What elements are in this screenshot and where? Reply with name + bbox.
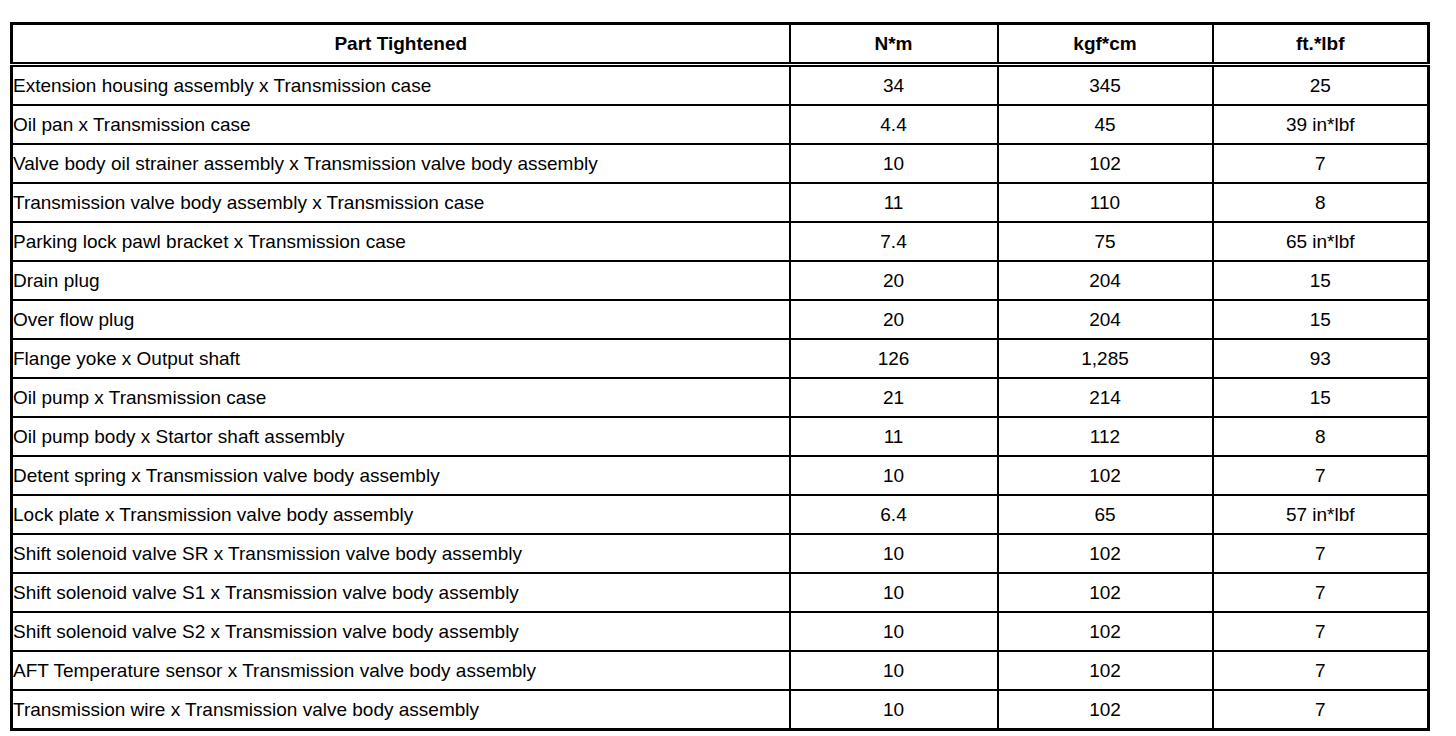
- nm-value-cell: 11: [790, 417, 998, 456]
- nm-value-cell: 20: [790, 261, 998, 300]
- kgfcm-value-cell: 345: [998, 65, 1213, 106]
- ftlbf-value-cell: 7: [1213, 651, 1429, 690]
- ftlbf-value-cell: 7: [1213, 534, 1429, 573]
- nm-value-cell: 10: [790, 573, 998, 612]
- part-tightened-cell: Oil pan x Transmission case: [12, 105, 790, 144]
- kgfcm-value-cell: 102: [998, 612, 1213, 651]
- kgfcm-value-cell: 204: [998, 261, 1213, 300]
- kgfcm-value-cell: 102: [998, 456, 1213, 495]
- kgfcm-value-cell: 75: [998, 222, 1213, 261]
- part-tightened-cell: Drain plug: [12, 261, 790, 300]
- col-header-ftlbf: ft.*lbf: [1213, 24, 1429, 65]
- table-row: Shift solenoid valve SR x Transmission v…: [12, 534, 1429, 573]
- part-tightened-cell: Parking lock pawl bracket x Transmission…: [12, 222, 790, 261]
- ftlbf-value-cell: 7: [1213, 573, 1429, 612]
- kgfcm-value-cell: 1,285: [998, 339, 1213, 378]
- table-row: Oil pump x Transmission case2121415: [12, 378, 1429, 417]
- nm-value-cell: 10: [790, 456, 998, 495]
- table-row: Shift solenoid valve S1 x Transmission v…: [12, 573, 1429, 612]
- kgfcm-value-cell: 65: [998, 495, 1213, 534]
- table-row: Drain plug2020415: [12, 261, 1429, 300]
- ftlbf-value-cell: 15: [1213, 261, 1429, 300]
- nm-value-cell: 126: [790, 339, 998, 378]
- table-row: AFT Temperature sensor x Transmission va…: [12, 651, 1429, 690]
- nm-value-cell: 10: [790, 534, 998, 573]
- table-row: Transmission wire x Transmission valve b…: [12, 690, 1429, 730]
- part-tightened-cell: Shift solenoid valve SR x Transmission v…: [12, 534, 790, 573]
- part-tightened-cell: Oil pump x Transmission case: [12, 378, 790, 417]
- nm-value-cell: 34: [790, 65, 998, 106]
- nm-value-cell: 11: [790, 183, 998, 222]
- ftlbf-value-cell: 57 in*lbf: [1213, 495, 1429, 534]
- nm-value-cell: 7.4: [790, 222, 998, 261]
- table-row: Parking lock pawl bracket x Transmission…: [12, 222, 1429, 261]
- part-tightened-cell: Transmission wire x Transmission valve b…: [12, 690, 790, 730]
- nm-value-cell: 20: [790, 300, 998, 339]
- ftlbf-value-cell: 65 in*lbf: [1213, 222, 1429, 261]
- ftlbf-value-cell: 7: [1213, 144, 1429, 183]
- part-tightened-cell: Flange yoke x Output shaft: [12, 339, 790, 378]
- part-tightened-cell: Over flow plug: [12, 300, 790, 339]
- part-tightened-cell: AFT Temperature sensor x Transmission va…: [12, 651, 790, 690]
- ftlbf-value-cell: 7: [1213, 612, 1429, 651]
- part-tightened-cell: Transmission valve body assembly x Trans…: [12, 183, 790, 222]
- nm-value-cell: 4.4: [790, 105, 998, 144]
- part-tightened-cell: Lock plate x Transmission valve body ass…: [12, 495, 790, 534]
- nm-value-cell: 21: [790, 378, 998, 417]
- kgfcm-value-cell: 45: [998, 105, 1213, 144]
- table-row: Oil pan x Transmission case4.44539 in*lb…: [12, 105, 1429, 144]
- kgfcm-value-cell: 102: [998, 534, 1213, 573]
- ftlbf-value-cell: 8: [1213, 417, 1429, 456]
- part-tightened-cell: Oil pump body x Startor shaft assembly: [12, 417, 790, 456]
- kgfcm-value-cell: 102: [998, 651, 1213, 690]
- header-row: Part Tightened N*m kgf*cm ft.*lbf: [12, 24, 1429, 65]
- col-header-part-tightened: Part Tightened: [12, 24, 790, 65]
- col-header-nm: N*m: [790, 24, 998, 65]
- col-header-kgfcm: kgf*cm: [998, 24, 1213, 65]
- ftlbf-value-cell: 7: [1213, 690, 1429, 730]
- part-tightened-cell: Valve body oil strainer assembly x Trans…: [12, 144, 790, 183]
- nm-value-cell: 10: [790, 690, 998, 730]
- ftlbf-value-cell: 93: [1213, 339, 1429, 378]
- table-row: Shift solenoid valve S2 x Transmission v…: [12, 612, 1429, 651]
- manual-page: Part Tightened N*m kgf*cm ft.*lbf Extens…: [0, 0, 1456, 736]
- table-row: Detent spring x Transmission valve body …: [12, 456, 1429, 495]
- kgfcm-value-cell: 110: [998, 183, 1213, 222]
- part-tightened-cell: Extension housing assembly x Transmissio…: [12, 65, 790, 106]
- ftlbf-value-cell: 39 in*lbf: [1213, 105, 1429, 144]
- part-tightened-cell: Detent spring x Transmission valve body …: [12, 456, 790, 495]
- kgfcm-value-cell: 102: [998, 690, 1213, 730]
- nm-value-cell: 10: [790, 612, 998, 651]
- table-body: Extension housing assembly x Transmissio…: [12, 65, 1429, 730]
- ftlbf-value-cell: 7: [1213, 456, 1429, 495]
- table-row: Transmission valve body assembly x Trans…: [12, 183, 1429, 222]
- table-row: Over flow plug2020415: [12, 300, 1429, 339]
- kgfcm-value-cell: 214: [998, 378, 1213, 417]
- table-row: Valve body oil strainer assembly x Trans…: [12, 144, 1429, 183]
- nm-value-cell: 6.4: [790, 495, 998, 534]
- table-row: Flange yoke x Output shaft1261,28593: [12, 339, 1429, 378]
- torque-spec-table: Part Tightened N*m kgf*cm ft.*lbf Extens…: [10, 22, 1430, 731]
- table-row: Extension housing assembly x Transmissio…: [12, 65, 1429, 106]
- kgfcm-value-cell: 204: [998, 300, 1213, 339]
- nm-value-cell: 10: [790, 144, 998, 183]
- ftlbf-value-cell: 8: [1213, 183, 1429, 222]
- ftlbf-value-cell: 15: [1213, 300, 1429, 339]
- part-tightened-cell: Shift solenoid valve S1 x Transmission v…: [12, 573, 790, 612]
- kgfcm-value-cell: 102: [998, 573, 1213, 612]
- table-row: Lock plate x Transmission valve body ass…: [12, 495, 1429, 534]
- kgfcm-value-cell: 102: [998, 144, 1213, 183]
- part-tightened-cell: Shift solenoid valve S2 x Transmission v…: [12, 612, 790, 651]
- ftlbf-value-cell: 25: [1213, 65, 1429, 106]
- table-row: Oil pump body x Startor shaft assembly11…: [12, 417, 1429, 456]
- kgfcm-value-cell: 112: [998, 417, 1213, 456]
- nm-value-cell: 10: [790, 651, 998, 690]
- ftlbf-value-cell: 15: [1213, 378, 1429, 417]
